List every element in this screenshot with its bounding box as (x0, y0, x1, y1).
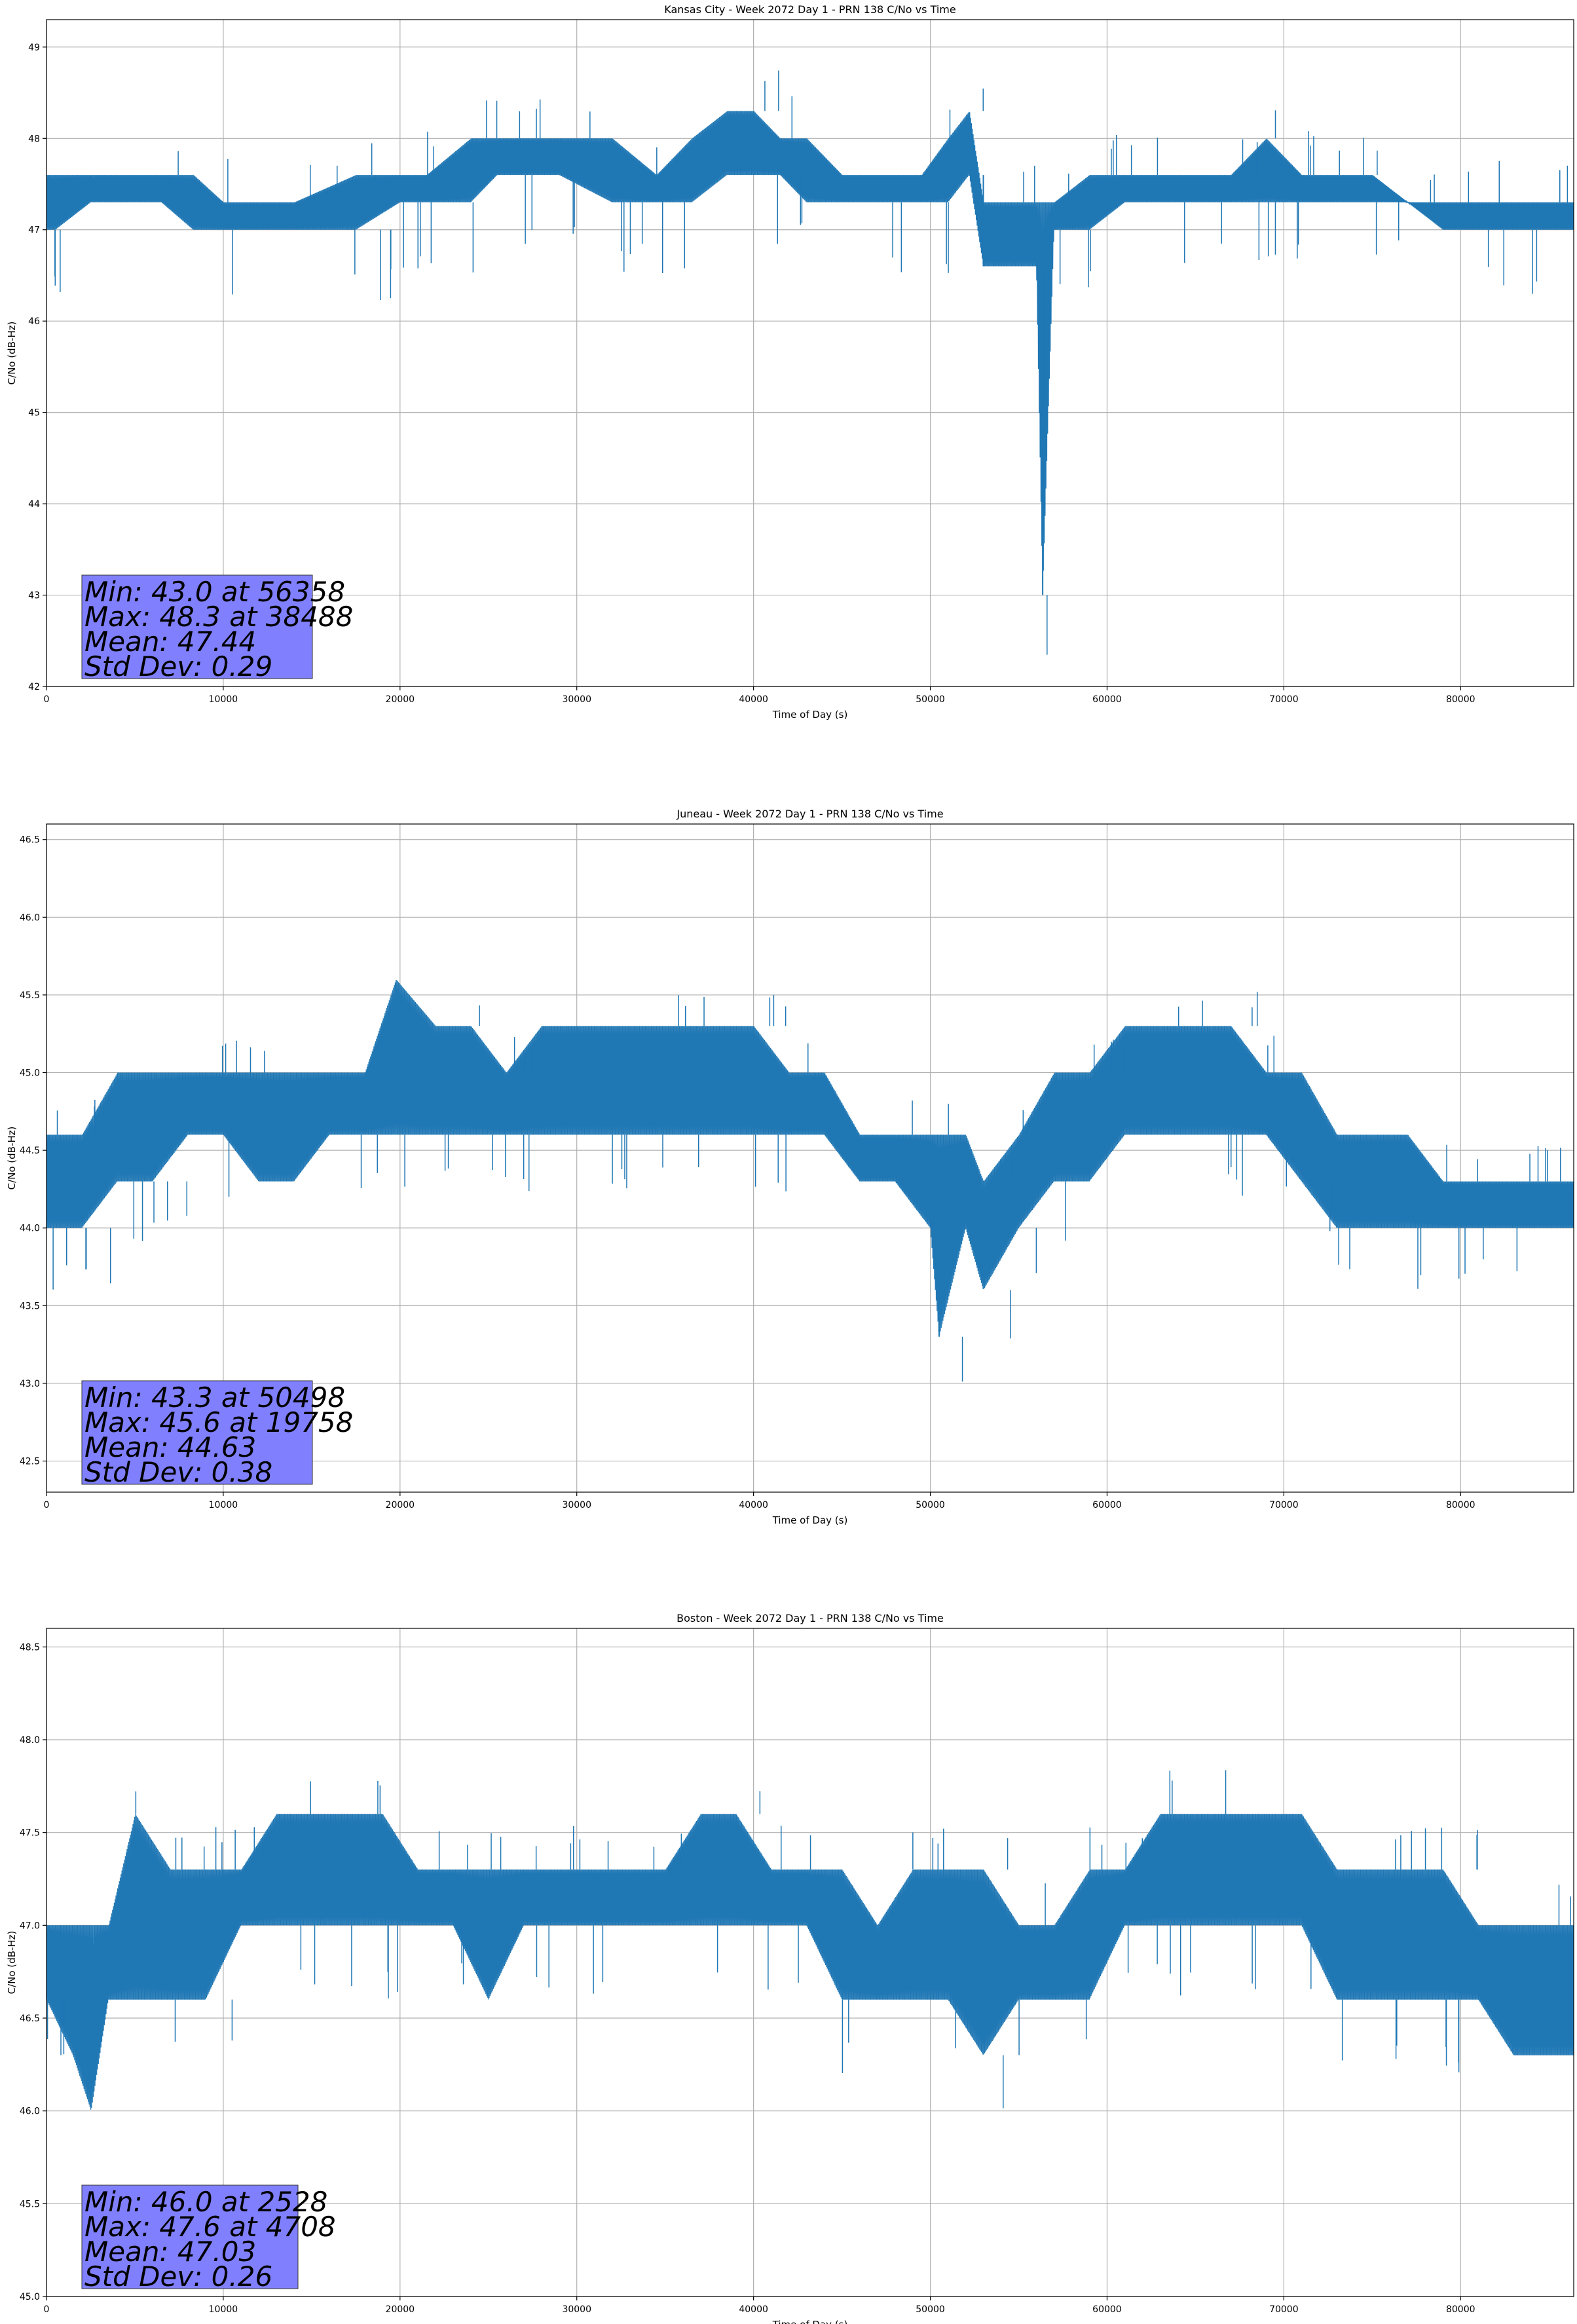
subplot-2: 0 10000 20000 30000 40000 50000 60000 70000 8000… (6, 808, 1574, 1526)
x-tick-label: 30000 (562, 2304, 591, 2315)
y-tick-label: 46.5 (20, 2014, 40, 2024)
y-tick-label: 44 (28, 499, 40, 510)
y-tick-label: 45.5 (20, 990, 40, 1001)
x-tick-label: 10000 (209, 694, 238, 705)
ticks: 0 10000 20000 30000 40000 50000 60000 70000 8000… (20, 835, 1475, 1510)
x-tick-label: 40000 (739, 2304, 768, 2315)
x-tick-label: 50000 (916, 694, 945, 705)
axes-frame (46, 1628, 1574, 2297)
x-tick-label: 40000 (739, 694, 768, 705)
x-tick-label: 30000 (562, 694, 591, 705)
stats-line: Std Dev: 0.26 (84, 2260, 272, 2293)
axes-frame (46, 19, 1574, 687)
y-tick-label: 42.5 (20, 1457, 40, 1467)
x-tick-label: 60000 (1092, 2304, 1122, 2315)
y-tick-label: 43.5 (20, 1301, 40, 1311)
stats-line: Max: 45.6 at 19758 (84, 1406, 353, 1438)
stats-line: Min: 46.0 at 2528 (84, 2186, 327, 2218)
stats-line: Std Dev: 0.29 (84, 650, 272, 683)
ticks: 0 10000 20000 30000 40000 50000 60000 70000 8000… (20, 1642, 1475, 2315)
x-axis-label: Time of Day (s) (772, 1514, 848, 1526)
chart-title: Kansas City - Week 2072 Day 1 - PRN 138 … (664, 3, 955, 16)
y-tick-label: 48.5 (20, 1642, 40, 1653)
cno-series-line (46, 1814, 1574, 2110)
stats-line: Mean: 44.63 (84, 1431, 256, 1463)
x-tick-label: 80000 (1446, 694, 1475, 705)
y-tick-label: 44.5 (20, 1146, 40, 1156)
data-series (46, 980, 1574, 1382)
chart-title: Boston - Week 2072 Day 1 - PRN 138 C/No … (677, 1612, 944, 1624)
y-tick-label: 45.0 (20, 1068, 40, 1079)
y-tick-label: 47.0 (20, 1921, 40, 1931)
y-tick-label: 45 (28, 408, 40, 419)
stats-line: Mean: 47.03 (84, 2236, 256, 2268)
stats-line: Max: 47.6 at 4708 (84, 2211, 336, 2243)
subplot-1: 0 10000 20000 30000 40000 50000 60000 70000 8000… (6, 3, 1574, 721)
y-tick-label: 46.5 (20, 835, 40, 846)
cno-series-line (46, 111, 1574, 591)
x-tick-label: 20000 (386, 1500, 415, 1510)
x-tick-label: 80000 (1446, 1500, 1475, 1510)
y-tick-label: 49 (28, 43, 40, 53)
stats-box-background (81, 1380, 313, 1485)
stats-line: Min: 43.3 at 50498 (84, 1381, 345, 1414)
x-tick-label: 10000 (209, 2304, 238, 2315)
chart-title: Juneau - Week 2072 Day 1 - PRN 138 C/No … (676, 808, 943, 820)
y-tick-label: 42 (28, 682, 40, 692)
x-axis-label: Time of Day (s) (772, 709, 848, 721)
x-tick-label: 50000 (916, 2304, 945, 2315)
x-tick-label: 80000 (1446, 2304, 1475, 2315)
stats-line: Max: 48.3 at 38488 (84, 601, 353, 633)
y-tick-label: 44.0 (20, 1224, 40, 1234)
x-tick-label: 0 (44, 2304, 50, 2315)
x-tick-label: 70000 (1269, 2304, 1299, 2315)
y-tick-label: 46.0 (20, 2107, 40, 2117)
x-tick-label: 0 (44, 1500, 50, 1510)
axes-frame (46, 823, 1574, 1493)
x-axis-label: Time of Day (s) (772, 2319, 848, 2324)
x-tick-label: 60000 (1092, 694, 1122, 705)
y-tick-label: 46 (28, 316, 40, 327)
stats-box-background (81, 2184, 299, 2289)
y-axis-label: C/No (dB-Hz) (6, 322, 18, 385)
data-series (46, 70, 1574, 655)
x-tick-label: 20000 (386, 2304, 415, 2315)
x-tick-label: 10000 (209, 1500, 238, 1510)
data-series (46, 1770, 1574, 2110)
y-tick-label: 45.5 (20, 2199, 40, 2209)
stats-line: Std Dev: 0.38 (84, 1456, 272, 1488)
ticks: 0 10000 20000 30000 40000 50000 60000 70000 8000… (28, 43, 1475, 705)
stats-box-background (81, 574, 313, 679)
x-tick-label: 60000 (1092, 1500, 1122, 1510)
y-tick-label: 47 (28, 225, 40, 236)
y-axis-label: C/No (dB-Hz) (6, 1127, 18, 1190)
x-tick-label: 40000 (739, 1500, 768, 1510)
y-axis-label: C/No (dB-Hz) (6, 1931, 18, 1995)
x-tick-label: 20000 (386, 694, 415, 705)
y-tick-label: 45.0 (20, 2292, 40, 2302)
y-tick-label: 48.0 (20, 1735, 40, 1746)
y-tick-label: 47.5 (20, 1828, 40, 1839)
subplot-3: 0 10000 20000 30000 40000 50000 60000 70000 8000… (6, 1612, 1574, 2324)
cno-series-line (46, 980, 1574, 1335)
x-tick-label: 70000 (1269, 1500, 1299, 1510)
x-tick-label: 30000 (562, 1500, 591, 1510)
stats-line: Min: 43.0 at 56358 (84, 576, 345, 608)
x-tick-label: 50000 (916, 1500, 945, 1510)
y-tick-label: 43 (28, 591, 40, 601)
stats-line: Mean: 47.44 (84, 626, 256, 658)
y-tick-label: 43.0 (20, 1379, 40, 1389)
x-tick-label: 0 (44, 694, 50, 705)
x-tick-label: 70000 (1269, 694, 1299, 705)
y-tick-label: 46.0 (20, 912, 40, 923)
y-tick-label: 48 (28, 134, 40, 144)
